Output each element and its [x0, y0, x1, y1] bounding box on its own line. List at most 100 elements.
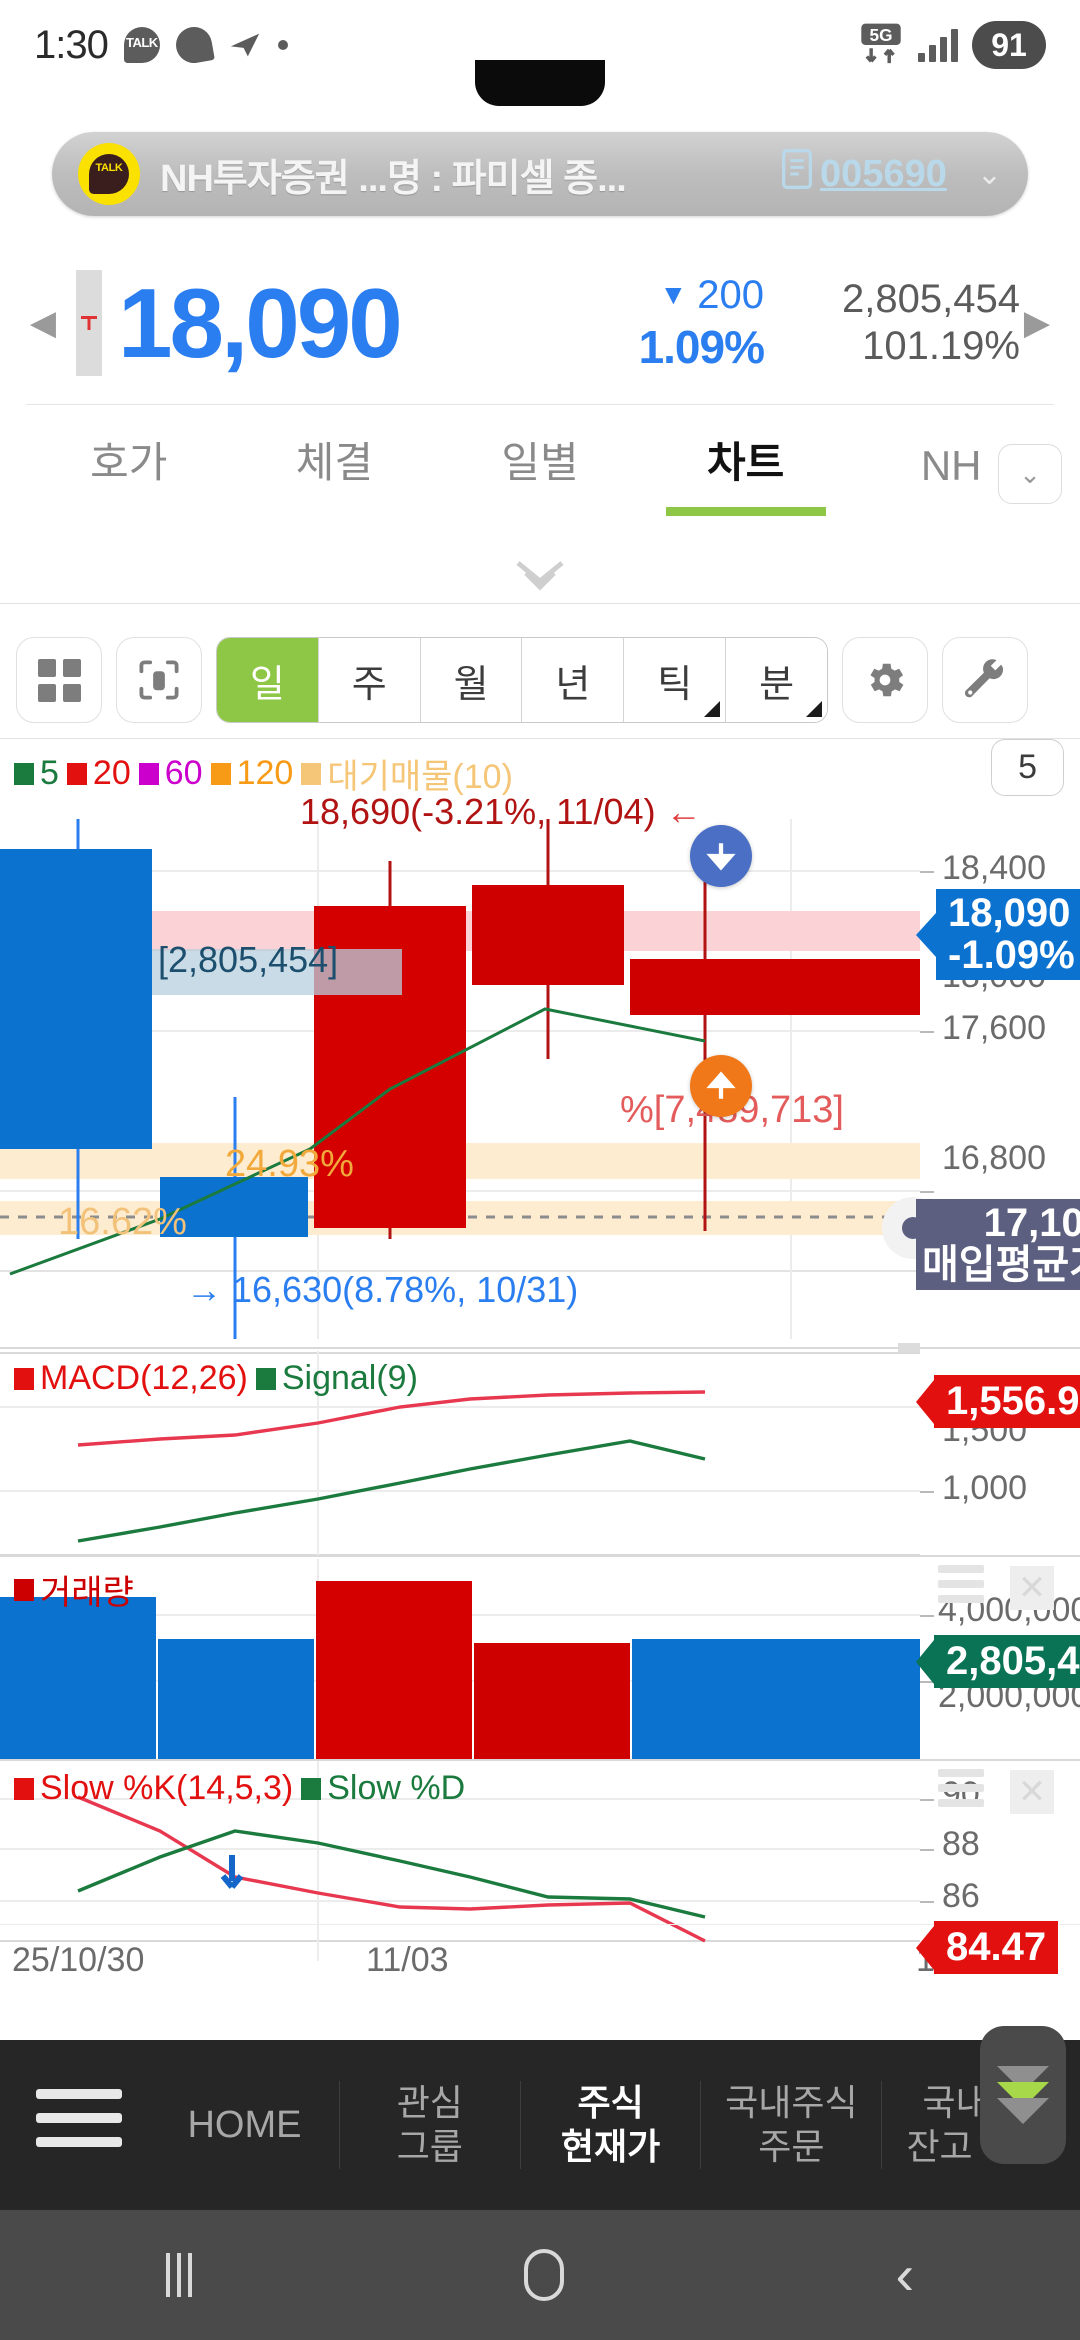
volume-plot[interactable]	[0, 1559, 920, 1759]
period-minute[interactable]: 분	[726, 638, 827, 722]
period-year[interactable]: 년	[522, 638, 625, 722]
stochastic-plot[interactable]	[0, 1761, 920, 1961]
macd-value: 1,556.93	[934, 1375, 1080, 1428]
tab-label: 일별	[501, 439, 579, 486]
nav-domestic-order[interactable]: 국내주식 주문	[700, 2081, 881, 2169]
notification-pill[interactable]: TALK NH투자증권 ...명 : 파미셀 종... 005690 ⌄	[52, 132, 1028, 216]
ma-legend: 5 20 60 120 대기매물(10)	[14, 749, 513, 798]
macd-legend: MACD(12,26) Signal(9)	[14, 1359, 418, 1398]
change-absolute: ▼ 200	[660, 273, 764, 318]
tab-label: 차트	[706, 439, 785, 486]
hamburger-icon[interactable]	[36, 2089, 122, 2161]
price-tick-18400: 18,400	[942, 849, 1046, 887]
price-flag-value: 18,090	[948, 891, 1071, 935]
gear-icon[interactable]	[842, 637, 928, 723]
nav-watchlist[interactable]: 관심 그룹	[338, 2081, 520, 2169]
legend-ma-60[interactable]: 60	[138, 754, 203, 793]
tab-chegyeol[interactable]: 체결	[232, 429, 438, 516]
back-icon[interactable]: ‹	[895, 2243, 915, 2307]
grid-layout-icon[interactable]	[16, 637, 102, 723]
fullscreen-icon[interactable]	[116, 637, 202, 723]
stochastic-value-flag: 84.47	[916, 1921, 1059, 1974]
tab-nh[interactable]: NH	[848, 442, 1054, 516]
chart-container[interactable]: 5 20 60 120 대기매물(10) 5 18,690(-3.21%, 11…	[0, 738, 1080, 1998]
avg-cost-flag: 17,100 매입평균가	[916, 1199, 1080, 1291]
tab-hoga[interactable]: 호가	[26, 429, 232, 516]
high-price-annotation: 18,690(-3.21%, 11/04) ←	[300, 791, 702, 832]
volume-legend: 거래량	[14, 1565, 134, 1614]
low-price-annotation: → 16,630(8.78%, 10/31)	[186, 1269, 579, 1310]
legend-supply[interactable]: 대기매물(10)	[301, 749, 513, 798]
wrench-icon[interactable]	[942, 637, 1028, 723]
nav-stock-price[interactable]: 주식 현재가	[519, 2081, 701, 2169]
candlestick-plot[interactable]	[0, 819, 920, 1339]
close-icon[interactable]: ✕	[1010, 1769, 1054, 1814]
period-tick[interactable]: 틱	[624, 638, 727, 722]
signal-bars-icon	[918, 28, 958, 62]
candle-count-badge[interactable]: 5	[991, 739, 1064, 796]
recents-icon[interactable]	[165, 2253, 192, 2297]
xaxis-label-2: 11/03	[366, 1941, 449, 1979]
supply-percent-upper: 24.93%	[225, 1143, 354, 1185]
period-selector: 일 주 월 년 틱 분	[216, 637, 828, 723]
legend-ma-120[interactable]: 120	[210, 754, 293, 793]
macd-resize-handle[interactable]	[898, 1343, 920, 1353]
volume-value: 2,805,454	[934, 1635, 1080, 1688]
legend-ma-20[interactable]: 20	[66, 754, 131, 793]
layers-icon[interactable]	[980, 2026, 1066, 2164]
status-clock: 1:30	[34, 22, 109, 67]
period-day[interactable]: 일	[217, 638, 319, 722]
document-icon	[780, 149, 814, 199]
legend-slow-d[interactable]: Slow %D	[301, 1769, 465, 1808]
tab-chart[interactable]: 차트	[643, 429, 849, 516]
nav-home[interactable]: HOME	[187, 2103, 302, 2146]
macd-panel-divider	[0, 1347, 1080, 1349]
status-bar-right: 5G 91	[858, 21, 1046, 69]
svg-text:5G: 5G	[869, 25, 892, 45]
collapse-header-button[interactable]	[0, 548, 1080, 604]
current-price-flag: 18,090 -1.09%	[916, 889, 1080, 981]
legend-macd[interactable]: MACD(12,26)	[14, 1359, 248, 1398]
stoch-tick-88: 88	[942, 1825, 980, 1863]
volume-panel-buttons: ✕	[938, 1565, 1054, 1610]
camera-notch	[475, 60, 605, 106]
tab-label: 호가	[90, 439, 168, 486]
volume-panel-divider	[0, 1555, 1080, 1557]
more-dot-icon	[277, 40, 288, 50]
chart-toolbar: 일 주 월 년 틱 분	[0, 622, 1080, 738]
macd-tick-1000: 1,000	[942, 1469, 1028, 1507]
chevron-down-icon[interactable]: ⌄	[976, 157, 1002, 191]
sell-marker-icon[interactable]	[690, 825, 752, 887]
period-week[interactable]: 주	[318, 638, 421, 722]
buy-marker-icon[interactable]	[690, 1055, 752, 1117]
legend-macd-signal[interactable]: Signal(9)	[255, 1359, 418, 1398]
period-month[interactable]: 월	[420, 638, 523, 722]
stoch-tick-86: 86	[942, 1877, 980, 1915]
prev-stock-button[interactable]: ◀	[29, 304, 57, 342]
hamburger-icon[interactable]	[938, 1565, 984, 1610]
next-stock-button[interactable]: ▶	[1023, 304, 1051, 342]
notification-title: NH투자증권 ...명 : 파미셀 종...	[160, 157, 627, 200]
price-header: ◀ 18,090 ▼ 200 1.09% 2,805,454 101.19% ▶	[0, 248, 1080, 398]
legend-slow-k[interactable]: Slow %K(14,5,3)	[14, 1769, 293, 1808]
tab-label: 체결	[295, 439, 374, 486]
double-chevron-down-icon	[510, 559, 570, 593]
tabs-overflow-dropdown[interactable]: ⌄	[998, 444, 1062, 504]
home-icon[interactable]	[523, 2249, 564, 2301]
volume-tag-label: [2,805,454]	[158, 939, 339, 980]
tab-ilbyeol[interactable]: 일별	[437, 429, 643, 516]
macd-value-flag: 1,556.93	[916, 1375, 1080, 1428]
legend-volume[interactable]: 거래량	[14, 1565, 134, 1614]
volume-ratio: 101.19%	[862, 324, 1020, 368]
volume-block: 2,805,454 101.19%	[800, 277, 1020, 369]
hamburger-icon[interactable]	[938, 1769, 984, 1814]
notification-stock-code[interactable]: 005690	[780, 149, 947, 199]
price-tick-17600: 17,600	[942, 1009, 1046, 1047]
avg-cost-label: 매입평균가	[922, 1242, 1080, 1287]
legend-ma-5[interactable]: 5	[14, 754, 59, 793]
notification-code-text: 005690	[820, 152, 947, 195]
stochastic-panel-buttons: ✕	[938, 1769, 1054, 1814]
close-icon[interactable]: ✕	[1010, 1565, 1054, 1610]
price-change-block: ▼ 200 1.09%	[558, 273, 765, 374]
